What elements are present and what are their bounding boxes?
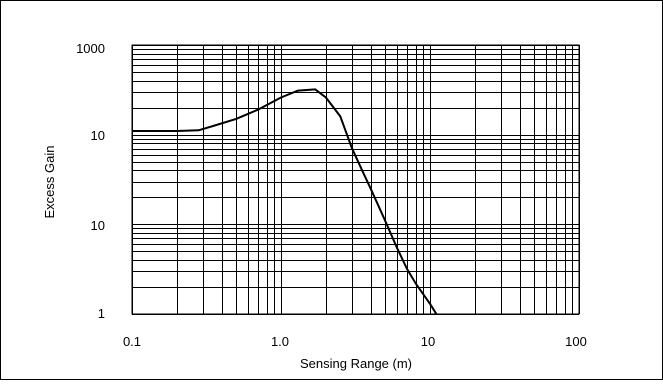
y-axis-label: Excess Gain <box>42 146 57 219</box>
y-tick-label: 1000 <box>76 41 105 56</box>
y-tick-label: 10 <box>91 218 105 233</box>
curve <box>132 88 438 314</box>
y-tick-label: 1 <box>98 306 105 321</box>
x-tick-label: 1.0 <box>271 334 289 349</box>
y-tick-label: 10 <box>91 128 105 143</box>
excess-gain-curve <box>132 88 438 314</box>
x-axis-label: Sensing Range (m) <box>300 356 412 371</box>
grid <box>132 45 580 315</box>
x-tick-label: 100 <box>565 334 587 349</box>
x-tick-label: 0.1 <box>123 334 141 349</box>
x-tick-label: 10 <box>421 334 435 349</box>
plot-frame <box>131 44 580 315</box>
